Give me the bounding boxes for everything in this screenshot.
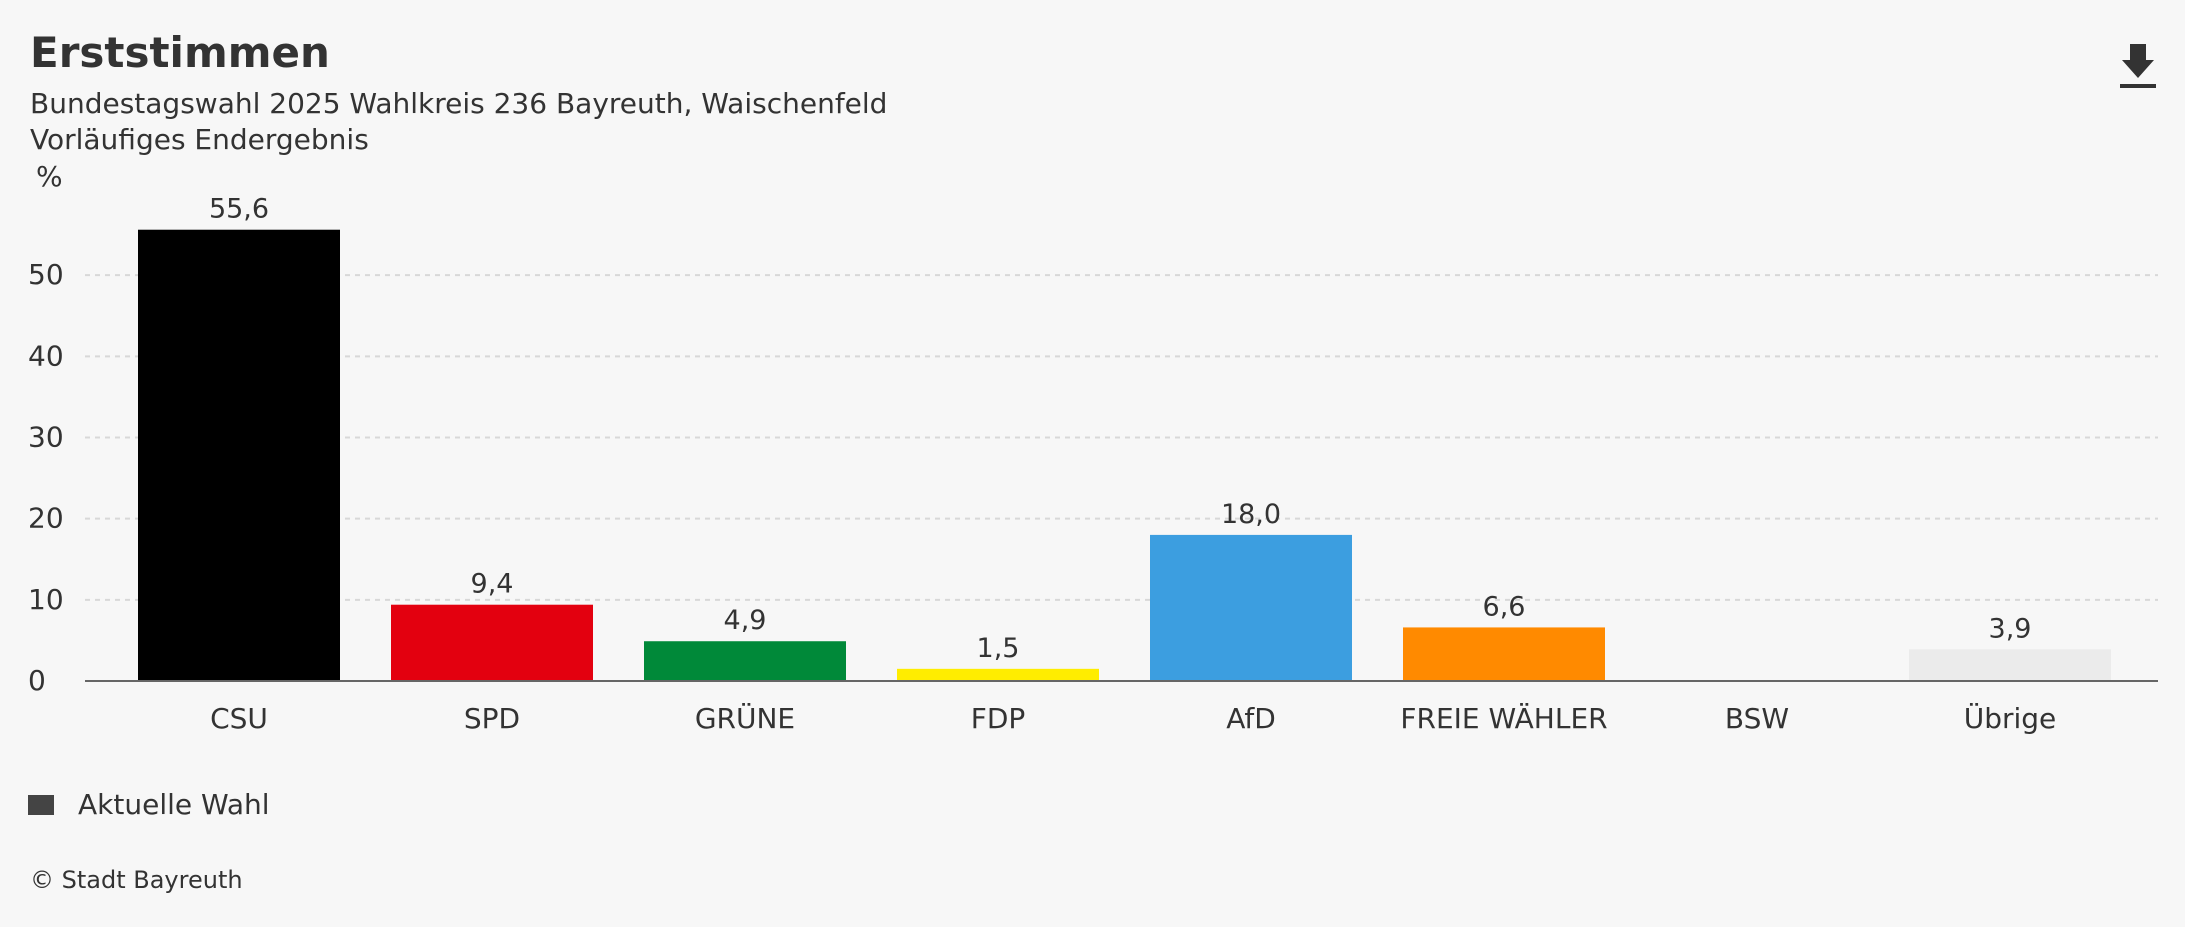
bar-value-label: 3,9 [1989, 613, 2032, 644]
bar-value-label: 1,5 [977, 633, 1020, 664]
x-tick-label: GRÜNE [695, 701, 795, 735]
chart-title: Erststimmen [30, 28, 330, 77]
bar-afd [1150, 534, 1352, 681]
x-tick-label: Übrige [1964, 701, 2057, 735]
y-tick-label: 30 [28, 421, 64, 454]
bar-spd [391, 604, 593, 681]
gridlines [85, 274, 2158, 601]
data-labels: 55,6 9,4 4,9 1,5 18,0 6,6 3,9 [209, 194, 2032, 664]
bar-csu [138, 229, 340, 682]
chart-subtitle: Bundestagswahl 2025 Wahlkreis 236 Bayreu… [30, 86, 887, 158]
y-tick-label: 40 [28, 339, 64, 372]
bar-fdp [897, 668, 1099, 681]
bar-grüne [644, 641, 846, 681]
download-icon [2120, 44, 2156, 88]
bars [138, 229, 2111, 682]
x-tick-label: AfD [1226, 702, 1276, 735]
subtitle-line-status: Vorläufiges Endergebnis [30, 123, 369, 156]
legend: Aktuelle Wahl [28, 788, 270, 821]
bar-value-label: 55,6 [209, 194, 269, 225]
x-tick-label: SPD [464, 702, 520, 735]
credit-text: © Stadt Bayreuth [30, 866, 243, 894]
axes: % 0 10 20 30 40 50 CSU SPD GRÜNE FDP AfD FREIE WÄHLE… [28, 160, 2158, 735]
y-tick-label: 0 [28, 664, 46, 697]
download-button[interactable] [2118, 40, 2158, 92]
y-axis-unit-label: % [36, 160, 63, 193]
subtitle-line-election: Bundestagswahl 2025 Wahlkreis 236 Bayreu… [30, 87, 888, 120]
bar-übrige [1909, 649, 2111, 681]
bar-value-label: 18,0 [1221, 499, 1281, 530]
bar-chart: 55,6 9,4 4,9 1,5 18,0 6,6 3,9 % 0 10 20 30 40 50 CSU S… [28, 160, 2158, 735]
x-tick-label: BSW [1725, 702, 1789, 735]
y-tick-label: 10 [28, 583, 64, 616]
bar-value-label: 4,9 [724, 605, 767, 636]
x-tick-label: FDP [971, 702, 1026, 735]
x-tick-label: FREIE WÄHLER [1400, 702, 1607, 735]
bar-value-label: 6,6 [1483, 591, 1526, 622]
y-tick-label: 50 [28, 258, 64, 291]
legend-swatch [28, 794, 54, 815]
y-tick-label: 20 [28, 502, 64, 535]
x-tick-label: CSU [210, 702, 268, 735]
legend-label: Aktuelle Wahl [78, 788, 270, 821]
bar-value-label: 9,4 [471, 569, 514, 600]
bar-freie-wähler [1403, 627, 1605, 681]
